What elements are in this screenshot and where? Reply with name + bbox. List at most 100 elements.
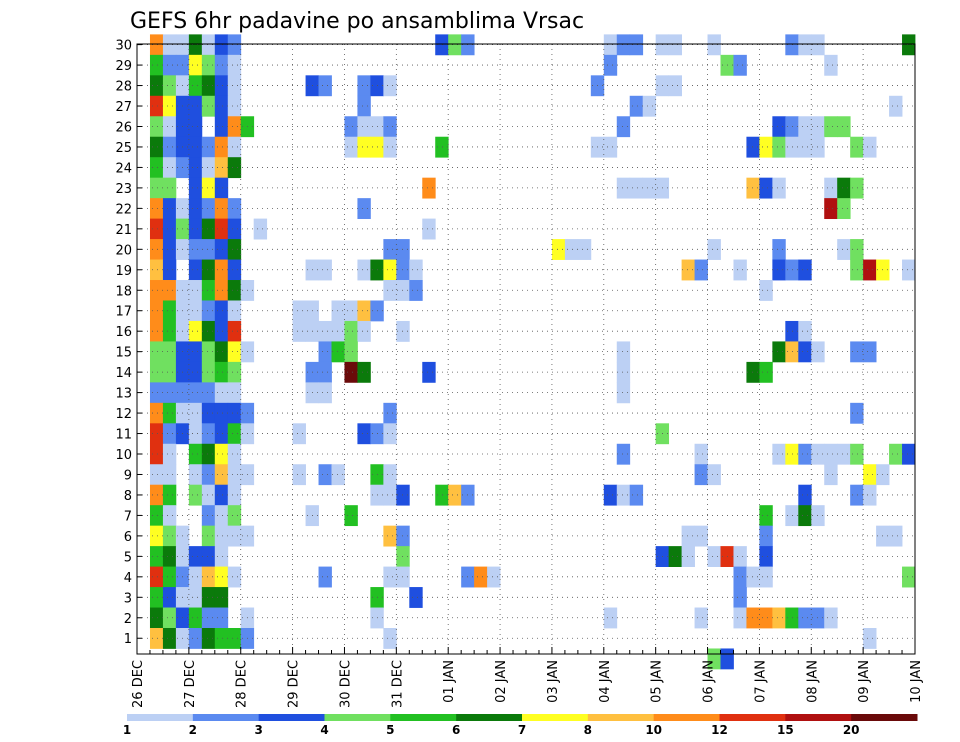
heatmap-cell [188, 546, 203, 567]
y-tick-label: 12 [115, 407, 132, 422]
heatmap-cell [720, 648, 734, 670]
heatmap-cell [201, 566, 216, 588]
x-tick-label: 30 DEC [338, 660, 353, 708]
heatmap-cell [759, 280, 773, 301]
heatmap-cell [616, 116, 631, 138]
y-axis: 1234567891011121314151617181920212223242… [115, 39, 142, 647]
heatmap-cell [772, 341, 786, 363]
heatmap-cell [357, 75, 371, 97]
heatmap-cell [201, 177, 216, 199]
heatmap-cell [227, 505, 242, 527]
colorbar-swatch [653, 714, 720, 721]
heatmap-cell [227, 341, 242, 363]
heatmap-cell [188, 341, 203, 363]
heatmap-cell [850, 484, 864, 506]
heatmap-cell [383, 239, 397, 260]
heatmap-cell [642, 95, 657, 117]
heatmap-cell [188, 402, 203, 424]
heatmap-cell [824, 464, 838, 486]
heatmap-cell [201, 341, 216, 363]
heatmap-cell [850, 402, 864, 424]
heatmap-cell [629, 34, 644, 56]
heatmap-cell [383, 628, 397, 649]
heatmap-cell [357, 320, 371, 342]
heatmap-cell [227, 361, 242, 383]
heatmap-cell [201, 587, 216, 608]
heatmap-cell [162, 116, 177, 138]
heatmap-cell [435, 136, 449, 158]
heatmap-cell [435, 34, 449, 56]
y-tick-label: 5 [124, 550, 132, 565]
heatmap-cell [396, 546, 410, 567]
heatmap-cell [227, 443, 242, 465]
heatmap-cell [746, 177, 760, 199]
heatmap-cell [149, 177, 164, 199]
heatmap-cell [149, 54, 164, 76]
colorbar-swatch [127, 714, 194, 721]
heatmap-cell [863, 628, 877, 649]
heatmap-cell [188, 95, 203, 117]
heatmap-cell [383, 136, 397, 158]
heatmap-cell [188, 54, 203, 76]
heatmap-cell [344, 116, 358, 138]
heatmap-cell [837, 116, 851, 138]
y-tick-label: 11 [115, 428, 132, 443]
heatmap-cell [201, 607, 216, 629]
colorbar-swatch [324, 714, 391, 721]
y-tick-label: 17 [115, 305, 132, 320]
heatmap-cell [149, 505, 164, 527]
heatmap-cell [837, 177, 851, 199]
heatmap-cell [344, 341, 358, 363]
heatmap-cell [201, 34, 216, 56]
heatmap-cell [331, 341, 345, 363]
x-tick-label: 27 DEC [183, 660, 198, 708]
heatmap-cell [162, 218, 177, 240]
colorbar-swatch [719, 714, 786, 721]
heatmap-cell [448, 484, 462, 506]
heatmap-cell [733, 54, 747, 76]
heatmap-cell [149, 546, 164, 567]
x-tick-label: 07 JAN [753, 660, 768, 703]
heatmap-cell [746, 607, 760, 629]
heatmap-cell [201, 402, 216, 424]
heatmap-cell [162, 320, 177, 342]
x-tick-label: 28 DEC [235, 660, 250, 708]
heatmap-cell [746, 136, 760, 158]
heatmap-cells [149, 34, 916, 670]
heatmap-cell [616, 443, 631, 465]
heatmap-cell [318, 566, 332, 588]
colorbar-label: 15 [777, 723, 794, 737]
heatmap-cell [188, 239, 203, 260]
y-tick-label: 8 [124, 489, 132, 504]
y-tick-label: 10 [115, 448, 132, 463]
heatmap-cell [188, 259, 203, 281]
heatmap-cell [162, 628, 177, 649]
x-tick-label: 26 DEC [131, 660, 146, 708]
colorbar-label: 2 [189, 723, 197, 737]
heatmap-cell [902, 34, 916, 56]
heatmap-cell [188, 198, 203, 220]
heatmap-cell [188, 382, 203, 404]
heatmap-cell [733, 546, 747, 567]
heatmap-cell [162, 300, 177, 322]
heatmap-cell [902, 566, 916, 588]
heatmap-cell [227, 300, 242, 322]
heatmap-cell [214, 402, 229, 424]
y-tick-label: 29 [115, 59, 132, 74]
heatmap-cell [837, 198, 851, 220]
heatmap-cell [149, 95, 164, 117]
heatmap-cell [383, 280, 397, 301]
heatmap-cell [227, 280, 242, 301]
heatmap-cell [149, 116, 164, 138]
heatmap-cell [188, 628, 203, 649]
heatmap-cell [383, 402, 397, 424]
heatmap-cell [214, 259, 229, 281]
colorbar-label: 1 [123, 723, 131, 737]
x-tick-label: 04 JAN [598, 660, 613, 703]
heatmap-cell [798, 320, 812, 342]
heatmap-cell [383, 525, 397, 547]
heatmap-cell [759, 177, 773, 199]
heatmap-cell [396, 525, 410, 547]
heatmap-cell [214, 505, 229, 527]
heatmap-cell [344, 361, 358, 383]
